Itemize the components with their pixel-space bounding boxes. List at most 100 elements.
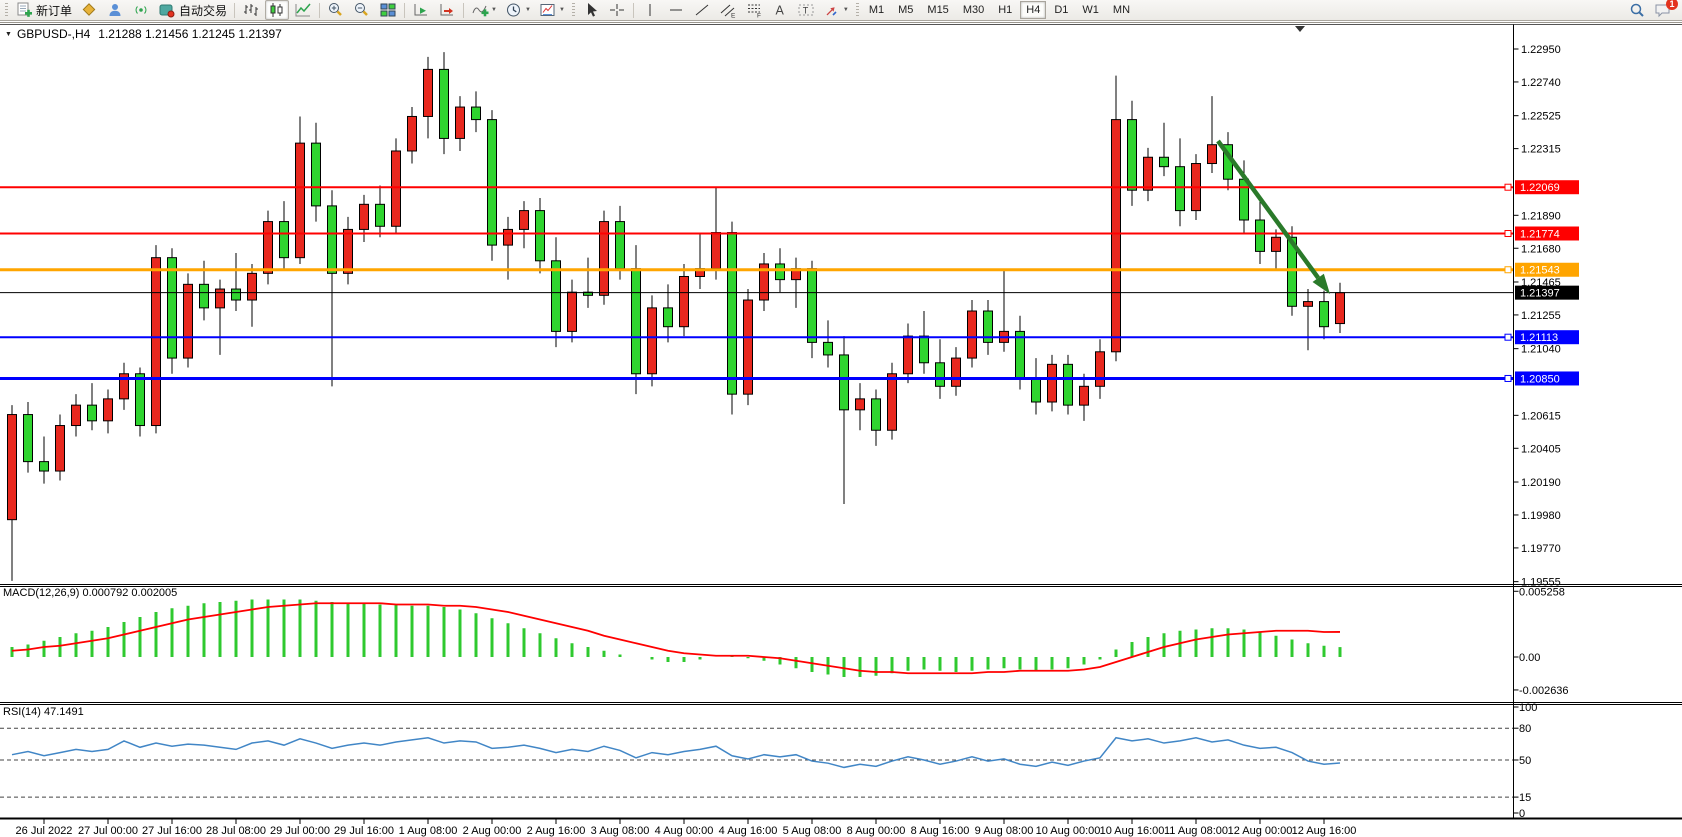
- svg-text:1.22525: 1.22525: [1521, 111, 1561, 123]
- fibonacci-button[interactable]: F: [742, 0, 766, 20]
- chart-line-button[interactable]: [291, 0, 315, 20]
- fibonacci-icon: F: [745, 2, 763, 18]
- templates-button[interactable]: ▼: [536, 0, 568, 20]
- chart-shift-button[interactable]: [435, 0, 459, 20]
- signals-button[interactable]: [129, 0, 153, 20]
- indicators-icon: [471, 2, 489, 18]
- autoscroll-icon: [412, 2, 430, 18]
- text-button[interactable]: A: [768, 0, 792, 20]
- rsi-gridlines: [0, 727, 1514, 798]
- new-order-button[interactable]: 新订单: [12, 0, 75, 20]
- chart-bars-button[interactable]: [239, 0, 263, 20]
- svg-text:9 Aug 08:00: 9 Aug 08:00: [975, 825, 1034, 837]
- toolbar-grip: [855, 3, 859, 17]
- toolbar-grip: [571, 3, 575, 17]
- svg-text:1.21255: 1.21255: [1521, 310, 1561, 322]
- svg-text:50: 50: [1519, 755, 1531, 767]
- chart-title: ▼ GBPUSD-,H4 1.21288 1.21456 1.21245 1.213…: [5, 27, 282, 41]
- timeframe-m5-button[interactable]: M5: [898, 4, 914, 16]
- horizontal-line-button[interactable]: [664, 0, 688, 20]
- trendline-button[interactable]: [690, 0, 714, 20]
- dropdown-caret-icon[interactable]: ▼: [842, 7, 849, 13]
- bars-icon: [242, 2, 260, 18]
- search-button[interactable]: [1625, 0, 1649, 20]
- chart-symbol-period: GBPUSD-,H4: [16, 27, 91, 41]
- tile-icon: [379, 2, 397, 18]
- svg-text:1.22950: 1.22950: [1521, 44, 1561, 56]
- arrows-button[interactable]: ▼: [820, 0, 852, 20]
- svg-text:10 Aug 16:00: 10 Aug 16:00: [1100, 825, 1165, 837]
- timeframe-m15-button[interactable]: M15: [927, 4, 949, 16]
- svg-text:1.21543: 1.21543: [1520, 265, 1560, 277]
- svg-text:100: 100: [1519, 702, 1537, 714]
- svg-text:2 Aug 16:00: 2 Aug 16:00: [527, 825, 586, 837]
- chartshift-icon: [438, 2, 456, 18]
- crosshair-button[interactable]: [605, 0, 629, 20]
- metaeditor-icon: [80, 2, 98, 18]
- timeframe-mn-button[interactable]: MN: [1112, 4, 1131, 16]
- search-icon: [1628, 2, 1646, 18]
- timeframe-d1-button[interactable]: D1: [1054, 4, 1069, 16]
- dropdown-caret-icon[interactable]: ▼: [558, 7, 565, 13]
- dropdown-caret-icon[interactable]: ▼: [524, 7, 531, 13]
- timeframe-h4-button[interactable]: H4: [1020, 1, 1047, 19]
- timeframe-w1-button[interactable]: W1: [1082, 4, 1099, 16]
- timeframe-m1-button[interactable]: M1: [868, 4, 885, 16]
- textlabel-icon: T: [797, 2, 815, 18]
- zoom-in-button[interactable]: [324, 0, 348, 20]
- auto-trading-button[interactable]: 自动交易: [155, 0, 230, 20]
- signals-icon: [132, 2, 150, 18]
- svg-text:3 Aug 08:00: 3 Aug 08:00: [591, 825, 650, 837]
- chart-menu-arrow-icon[interactable]: ▼: [5, 31, 12, 38]
- time-axis: 26 Jul 2022 27 Jul 00:00 27 Jul 16:00 28 Ju…: [16, 818, 1356, 837]
- equidistant-channel-button[interactable]: E: [716, 0, 740, 20]
- rsi-panel: 100 80 50 15 0: [11, 702, 1537, 820]
- text-label-button[interactable]: T: [794, 0, 818, 20]
- cursor-button[interactable]: [579, 0, 603, 20]
- periods-button[interactable]: ▼: [502, 0, 534, 20]
- metaeditor-button[interactable]: [77, 0, 101, 20]
- toolbar-separator: [404, 2, 406, 18]
- chart-shift-marker[interactable]: [1295, 26, 1305, 32]
- svg-text:11 Aug 08:00: 11 Aug 08:00: [1164, 825, 1228, 837]
- svg-text:12 Aug 00:00: 12 Aug 00:00: [1228, 825, 1293, 837]
- hline-icon: [667, 2, 685, 18]
- timeframe-h1-button[interactable]: H1: [998, 4, 1013, 16]
- macd-panel: 0.005258 0.00 -0.002636: [10, 586, 1569, 697]
- periods-icon: [505, 2, 523, 18]
- svg-text:2 Aug 00:00: 2 Aug 00:00: [463, 825, 522, 837]
- main-toolbar: 新订单 自动交易 ▼ ▼ ▼ E F A T ▼ M1 M5 M15 M30 H1 H4 D1 W1 MN 1: [0, 0, 1682, 21]
- svg-text:1.22315: 1.22315: [1521, 144, 1561, 156]
- svg-text:1.22069: 1.22069: [1520, 182, 1560, 194]
- toolbar-separator: [463, 2, 465, 18]
- vertical-line-button[interactable]: [638, 0, 662, 20]
- timeframe-m30-button[interactable]: M30: [962, 4, 985, 16]
- svg-text:15: 15: [1519, 792, 1531, 804]
- svg-text:8 Aug 16:00: 8 Aug 16:00: [911, 825, 970, 837]
- zoom-out-button[interactable]: [350, 0, 374, 20]
- svg-text:0: 0: [1519, 808, 1525, 820]
- cursor-icon: [582, 2, 600, 18]
- svg-text:80: 80: [1519, 723, 1531, 735]
- price-chart[interactable]: 1.22950 1.22740 1.22525 1.22315 1.21890 1.216…: [0, 21, 1682, 837]
- trendline-icon: [693, 2, 711, 18]
- svg-text:1.20190: 1.20190: [1521, 477, 1561, 489]
- auto-scroll-button[interactable]: [409, 0, 433, 20]
- svg-text:-0.002636: -0.002636: [1519, 685, 1569, 697]
- price-axis: 1.22950 1.22740 1.22525 1.22315 1.21890 1.216…: [1513, 44, 1561, 589]
- svg-text:27 Jul 00:00: 27 Jul 00:00: [78, 825, 138, 837]
- zoomin-icon: [327, 2, 345, 18]
- notifications-button[interactable]: 1: [1651, 0, 1678, 20]
- dropdown-caret-icon[interactable]: ▼: [491, 7, 497, 13]
- chart-candles-button[interactable]: [265, 0, 290, 20]
- svg-text:28 Jul 08:00: 28 Jul 08:00: [206, 825, 266, 837]
- community-button[interactable]: [103, 0, 127, 20]
- tile-windows-button[interactable]: [376, 0, 400, 20]
- svg-text:26 Jul 2022: 26 Jul 2022: [16, 825, 73, 837]
- arrows-icon: [823, 2, 841, 18]
- toolbar-separator: [319, 2, 321, 18]
- trend-arrow[interactable]: [1216, 139, 1330, 294]
- neworder-icon: [15, 2, 33, 18]
- svg-text:1.19555: 1.19555: [1521, 577, 1561, 589]
- indicators-button[interactable]: ▼: [468, 0, 500, 20]
